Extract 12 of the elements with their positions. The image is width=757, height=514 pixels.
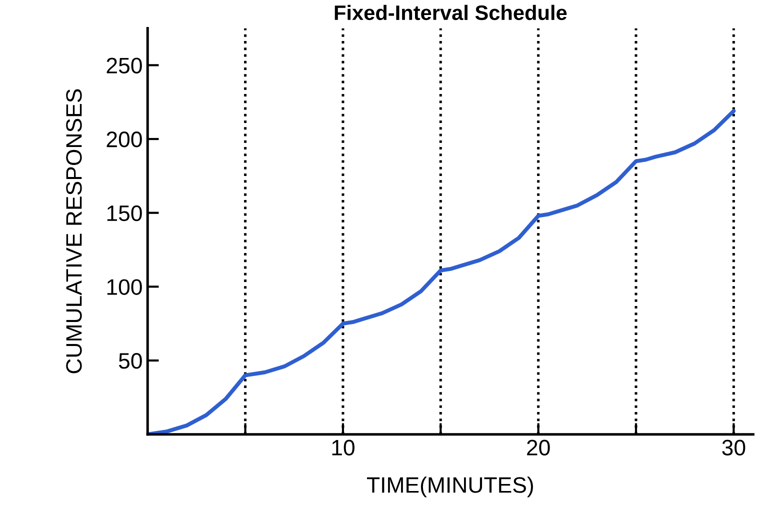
y-axis-title: CUMULATIVE RESPONSES — [66, 89, 82, 374]
y-tick-label: 250 — [106, 58, 142, 74]
x-tick-label: 20 — [527, 440, 550, 456]
line-series — [148, 109, 736, 434]
y-tick-label: 50 — [118, 353, 142, 369]
x-tick-label: 10 — [332, 440, 354, 456]
x-tick-label: 30 — [722, 440, 746, 456]
y-tick-label: 200 — [106, 132, 142, 148]
y-tick-label: 100 — [107, 279, 142, 295]
chart-title: Fixed-Interval Schedule — [334, 4, 567, 20]
x-axis-title: TIME(MINUTES) — [366, 476, 533, 498]
y-tick-label: 150 — [107, 205, 142, 222]
